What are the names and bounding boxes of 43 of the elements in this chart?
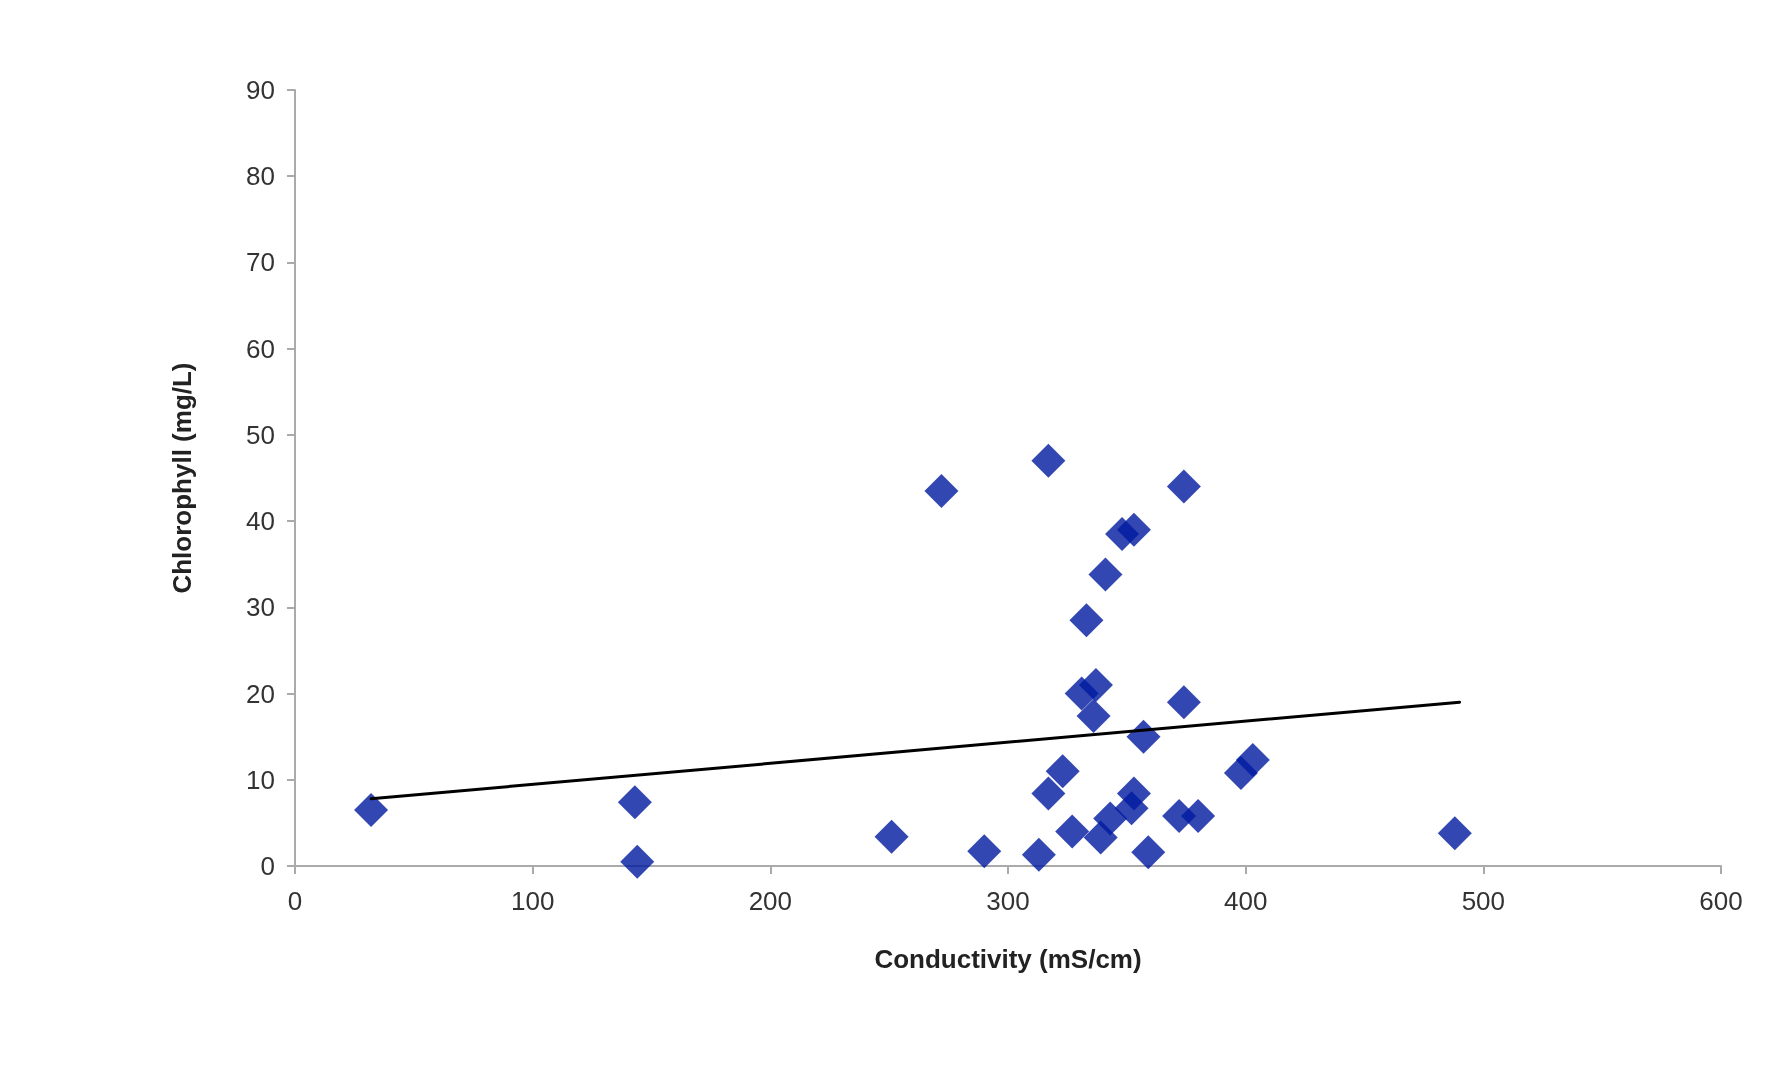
point bbox=[1055, 814, 1090, 849]
y-tick-label: 60 bbox=[246, 333, 275, 364]
y-tick-label: 0 bbox=[260, 851, 275, 881]
point bbox=[617, 785, 652, 820]
x-tick-label: 0 bbox=[287, 886, 303, 916]
x-axis-title: Conductivity (mS/cm) bbox=[874, 944, 1142, 974]
point bbox=[1088, 557, 1123, 592]
y-axis-title: Chlorophyll (mg/L) bbox=[167, 362, 197, 594]
x-tick-label: 600 bbox=[1699, 886, 1743, 916]
point bbox=[924, 473, 959, 508]
point bbox=[1045, 754, 1080, 789]
x-tick-label: 300 bbox=[986, 886, 1030, 916]
point bbox=[1114, 791, 1149, 826]
point bbox=[1166, 469, 1201, 504]
y-tick-label: 70 bbox=[246, 247, 275, 278]
point bbox=[620, 844, 655, 879]
point bbox=[1181, 798, 1216, 833]
point bbox=[874, 819, 909, 854]
x-tick-label: 400 bbox=[1223, 886, 1268, 916]
y-tick-label: 20 bbox=[246, 678, 275, 709]
y-tick-label: 90 bbox=[246, 75, 275, 105]
point bbox=[967, 834, 1002, 869]
point bbox=[1116, 512, 1151, 547]
point bbox=[1069, 603, 1104, 638]
x-tick-label: 200 bbox=[748, 886, 793, 916]
point bbox=[1021, 837, 1056, 872]
x-tick-label: 500 bbox=[1461, 886, 1506, 916]
point bbox=[354, 792, 389, 827]
point bbox=[1235, 742, 1270, 777]
y-tick-label: 40 bbox=[246, 506, 275, 537]
x-tick-label: 100 bbox=[510, 886, 555, 916]
point bbox=[1166, 685, 1201, 720]
point bbox=[1131, 835, 1166, 870]
point bbox=[1093, 801, 1128, 836]
point bbox=[1031, 776, 1066, 811]
point bbox=[1078, 667, 1113, 702]
y-tick-label: 10 bbox=[246, 764, 275, 795]
y-tick-label: 80 bbox=[246, 161, 275, 192]
y-tick-label: 50 bbox=[246, 419, 275, 450]
y-tick-label: 30 bbox=[246, 592, 275, 623]
point bbox=[1031, 443, 1066, 478]
point bbox=[1076, 698, 1111, 733]
point bbox=[1437, 816, 1472, 851]
